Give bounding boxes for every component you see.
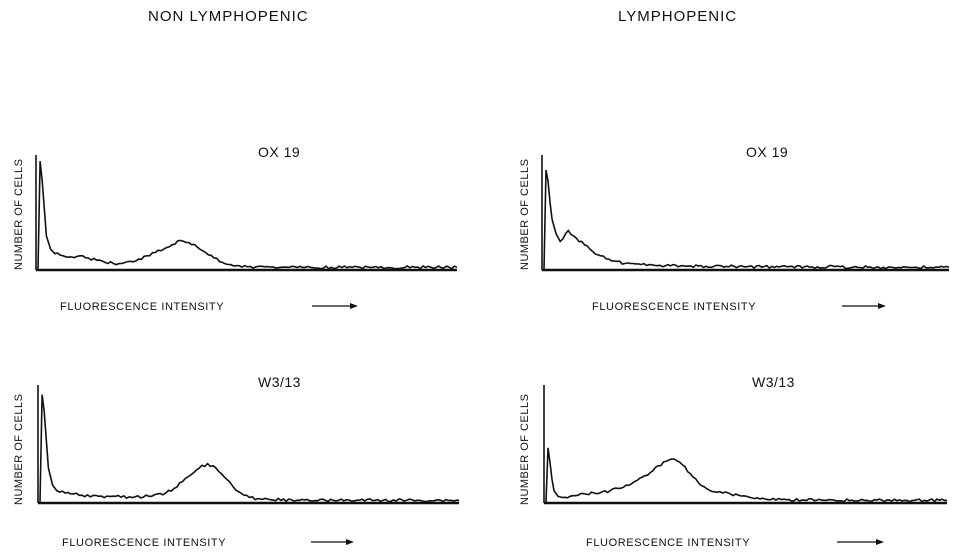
y-axis-label: NUMBER OF CELLS <box>519 394 531 505</box>
panel-label: W3/13 <box>752 374 795 390</box>
x-axis-arrow-head <box>350 303 358 309</box>
panel-label: OX 19 <box>746 144 788 160</box>
x-axis-label: FLUORESCENCE INTENSITY <box>62 537 226 549</box>
histogram-panel-nonlymph-ox19: NUMBER OF CELLS OX 19 FLUORESCENCE INTEN… <box>13 144 458 313</box>
panel-label: W3/13 <box>258 374 301 390</box>
histogram-curve <box>543 169 950 270</box>
histogram-panel-nonlymph-w313: NUMBER OF CELLS W3/13 FLUORESCENCE INTEN… <box>13 374 460 549</box>
y-axis-label: NUMBER OF CELLS <box>13 159 25 270</box>
y-axis-label: NUMBER OF CELLS <box>519 159 531 270</box>
x-axis-arrow-head <box>346 539 354 545</box>
column-title-lymphopenic: LYMPHOPENIC <box>618 8 738 25</box>
x-axis-label: FLUORESCENCE INTENSITY <box>592 301 756 313</box>
x-axis-label: FLUORESCENCE INTENSITY <box>60 301 224 313</box>
column-title-non-lymphopenic: NON LYMPHOPENIC <box>148 8 309 25</box>
x-axis-label: FLUORESCENCE INTENSITY <box>586 537 750 549</box>
histogram-curve <box>39 394 460 503</box>
y-axis-label: NUMBER OF CELLS <box>13 394 25 505</box>
histogram-panel-lymph-ox19: NUMBER OF CELLS OX 19 FLUORESCENCE INTEN… <box>519 144 950 313</box>
histogram-curve <box>545 447 948 503</box>
x-axis-arrow-head <box>876 539 884 545</box>
panel-label: OX 19 <box>258 144 300 160</box>
histogram-curve <box>37 161 458 270</box>
histogram-panel-lymph-w313: NUMBER OF CELLS W3/13 FLUORESCENCE INTEN… <box>519 374 948 549</box>
x-axis-arrow-head <box>878 303 886 309</box>
